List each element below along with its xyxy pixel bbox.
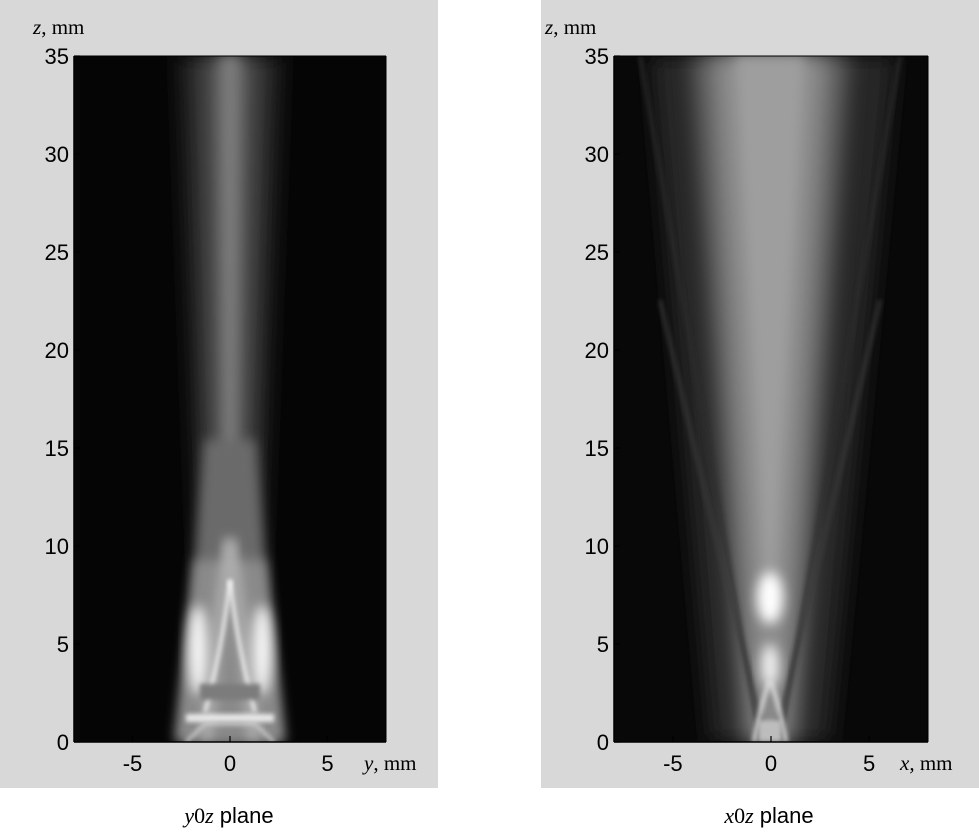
y-tick-label: 5 (57, 632, 69, 657)
axes-y0z: 0 5 10 15 20 25 30 35 -5 0 5 (45, 44, 387, 776)
y-tick-label: 10 (585, 534, 609, 559)
y-axis-label: y, mm (362, 751, 417, 775)
x-tick-label: 0 (224, 751, 236, 776)
x-tick-label: -5 (123, 751, 143, 776)
y-tick-label: 35 (585, 44, 609, 69)
x-tick-label: 5 (321, 751, 333, 776)
x-tick-label: 5 (863, 751, 875, 776)
y-tick-label: 35 (45, 44, 69, 69)
heatmap-image (614, 56, 928, 742)
y-tick-label: 20 (45, 338, 69, 363)
y-tick-label: 15 (585, 436, 609, 461)
axes-x0z: 0 5 10 15 20 25 30 35 -5 0 5 (585, 44, 929, 776)
z-axis-label: z, mm (32, 15, 84, 39)
y-tick-label: 30 (585, 142, 609, 167)
panel-y0z: 0 5 10 15 20 25 30 35 -5 0 5 z, mm y, mm (0, 0, 438, 788)
y-tick-label: 10 (45, 534, 69, 559)
caption-x0z: x0z plane (723, 803, 813, 828)
panel-x0z: 0 5 10 15 20 25 30 35 -5 0 5 z, mm x, mm (541, 0, 979, 788)
z-axis-label: z, mm (544, 15, 596, 39)
x-tick-label: -5 (663, 751, 683, 776)
heatmap-image (74, 56, 386, 742)
y-tick-label: 25 (585, 240, 609, 265)
y-tick-label: 30 (45, 142, 69, 167)
caption-y0z: y0z plane (182, 803, 273, 828)
y-tick-label: 0 (57, 730, 69, 755)
x-axis-label: x, mm (899, 751, 953, 775)
x-tick-label: 0 (765, 751, 777, 776)
y-tick-label: 25 (45, 240, 69, 265)
y-tick-label: 15 (45, 436, 69, 461)
y-tick-label: 0 (597, 730, 609, 755)
y-tick-label: 20 (585, 338, 609, 363)
y-tick-label: 5 (597, 632, 609, 657)
